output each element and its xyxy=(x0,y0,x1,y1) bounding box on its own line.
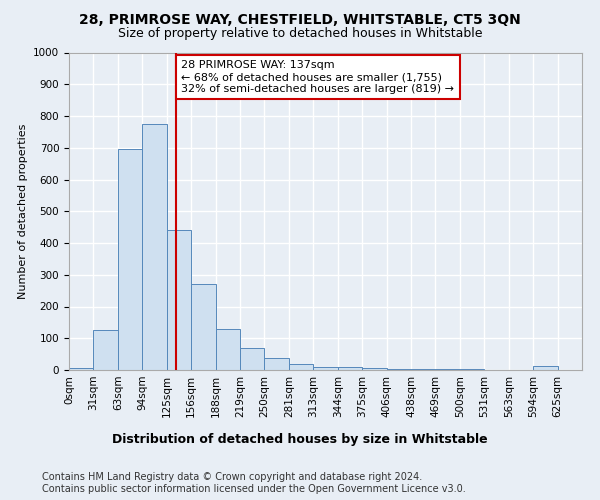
Bar xyxy=(191,284,215,370)
Bar xyxy=(240,348,265,370)
Bar xyxy=(362,368,386,370)
Bar xyxy=(265,358,289,370)
Bar xyxy=(167,230,191,370)
Bar xyxy=(313,367,338,370)
Bar xyxy=(338,368,362,370)
Bar xyxy=(386,369,411,370)
Text: Contains public sector information licensed under the Open Government Licence v3: Contains public sector information licen… xyxy=(42,484,466,494)
Y-axis label: Number of detached properties: Number of detached properties xyxy=(17,124,28,299)
Bar xyxy=(94,330,118,370)
Bar xyxy=(533,366,557,370)
Bar xyxy=(289,364,313,370)
Text: Contains HM Land Registry data © Crown copyright and database right 2024.: Contains HM Land Registry data © Crown c… xyxy=(42,472,422,482)
Text: Distribution of detached houses by size in Whitstable: Distribution of detached houses by size … xyxy=(112,432,488,446)
Bar xyxy=(215,328,240,370)
Text: Size of property relative to detached houses in Whitstable: Size of property relative to detached ho… xyxy=(118,28,482,40)
Bar xyxy=(142,124,167,370)
Text: 28, PRIMROSE WAY, CHESTFIELD, WHITSTABLE, CT5 3QN: 28, PRIMROSE WAY, CHESTFIELD, WHITSTABLE… xyxy=(79,12,521,26)
Bar xyxy=(118,150,142,370)
Text: 28 PRIMROSE WAY: 137sqm
← 68% of detached houses are smaller (1,755)
32% of semi: 28 PRIMROSE WAY: 137sqm ← 68% of detache… xyxy=(181,60,454,94)
Bar xyxy=(69,368,94,370)
